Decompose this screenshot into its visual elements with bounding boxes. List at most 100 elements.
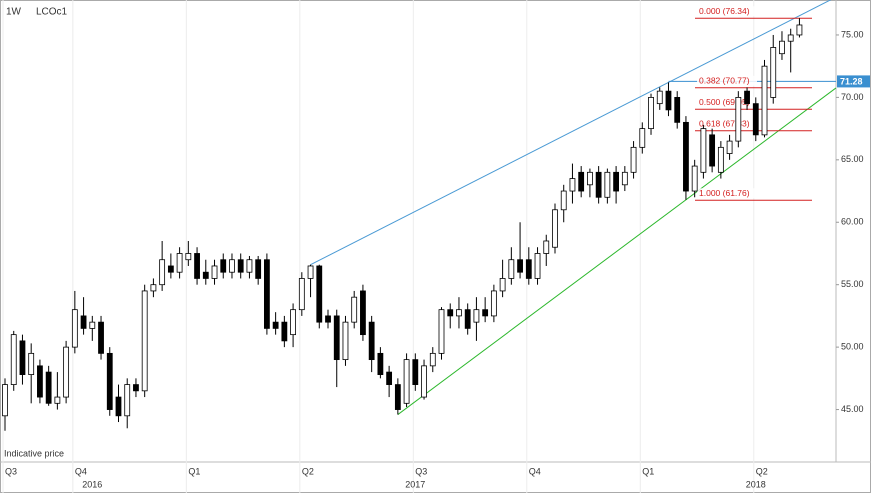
candle-body (421, 365, 427, 398)
candle-body (787, 34, 794, 42)
candle-body (578, 171, 585, 192)
candle-body (167, 265, 174, 273)
candle-body (377, 352, 384, 375)
candle-body (19, 340, 26, 375)
candle-body (639, 128, 646, 148)
candle-body (263, 259, 270, 329)
candle-body (159, 259, 166, 286)
candle-body (211, 265, 218, 279)
candle-body (456, 309, 462, 317)
candle-body (403, 359, 410, 404)
candle-body (281, 321, 288, 342)
interval-label: 1W (6, 7, 22, 18)
fib-label: 0.618 (67.33) (699, 118, 750, 128)
fib-label-bg (697, 118, 757, 129)
candle-body (298, 278, 305, 311)
candle-body (569, 178, 576, 192)
x-tick-label: Q4 (75, 466, 87, 476)
candle-body (517, 259, 523, 273)
candle-body (691, 165, 698, 192)
candle-body (220, 259, 227, 273)
fib-label: 0.000 (76.34) (699, 6, 750, 16)
candle-body (98, 321, 104, 354)
x-tick-label: Q2 (302, 466, 314, 476)
candle-body (63, 346, 70, 398)
candle-body (106, 352, 113, 410)
year-label: 2018 (746, 479, 766, 489)
candle-body (552, 209, 558, 248)
candle-body (726, 140, 733, 154)
y-tick-label: 60.00 (841, 217, 864, 227)
candle-body (246, 259, 253, 273)
candle-body (473, 309, 480, 323)
candle-body (290, 309, 296, 336)
fib-label-bg (697, 75, 757, 86)
candle-body (80, 315, 87, 329)
candle-body (621, 171, 628, 186)
candle-body (412, 359, 419, 385)
candle-body (490, 290, 497, 317)
candle-body (700, 128, 707, 173)
year-label: 2017 (405, 479, 425, 489)
y-tick-label: 50.00 (841, 341, 864, 351)
candle-body (543, 240, 550, 254)
candle-body (674, 96, 681, 123)
candle-body (368, 321, 375, 361)
candle-body (360, 290, 366, 336)
candle-body (333, 315, 340, 361)
fib-label: 0.382 (70.77) (699, 76, 750, 86)
fib-label-bg (697, 6, 757, 17)
last-price-box (837, 75, 870, 88)
x-tick-label: Q2 (756, 466, 768, 476)
candle-body (464, 309, 471, 329)
x-tick-label: Q1 (642, 466, 654, 476)
y-tick-label: 55.00 (841, 279, 864, 289)
candle-body (325, 315, 331, 323)
candle-body (54, 396, 61, 404)
fib-label: 0.500 (69.05) (699, 97, 750, 107)
x-tick-label: Q3 (415, 466, 427, 476)
candle-body (499, 278, 506, 292)
y-tick-label: 70.00 (841, 92, 864, 102)
candle-body (656, 90, 663, 105)
candle-body (613, 171, 619, 192)
candle-body (150, 284, 157, 292)
y-tick-label: 45.00 (841, 404, 864, 414)
candle-body (10, 334, 17, 385)
candle-body (342, 321, 349, 361)
candle-body (525, 259, 532, 279)
candle-body (709, 134, 716, 167)
candle-body (779, 40, 785, 55)
candle-body (133, 384, 139, 392)
y-tick-label: 75.00 (841, 29, 864, 39)
candle-body (141, 290, 148, 392)
candle-body (237, 259, 244, 273)
x-tick-label: Q3 (5, 466, 17, 476)
candle-body (630, 146, 637, 173)
lower-trendline (397, 87, 837, 415)
candle-body (482, 309, 489, 317)
candle-body (717, 146, 724, 173)
candle-body (587, 171, 593, 186)
candle-body (316, 265, 323, 323)
candle-body (89, 321, 96, 329)
fib-label-bg (697, 97, 757, 108)
candle-body (28, 352, 35, 375)
candle-body (307, 265, 314, 279)
candle-body (752, 103, 759, 136)
candle-body (648, 96, 654, 130)
candle-body (560, 190, 567, 211)
candle-body (386, 371, 393, 385)
candle-body (595, 171, 602, 198)
candle-body (176, 253, 183, 273)
candle-body (351, 296, 358, 323)
candle-body (185, 253, 192, 261)
candle-body (438, 309, 445, 354)
candle-body (429, 352, 436, 367)
x-tick-label: Q1 (188, 466, 200, 476)
candle-body (394, 384, 401, 410)
candle-body (534, 253, 541, 279)
